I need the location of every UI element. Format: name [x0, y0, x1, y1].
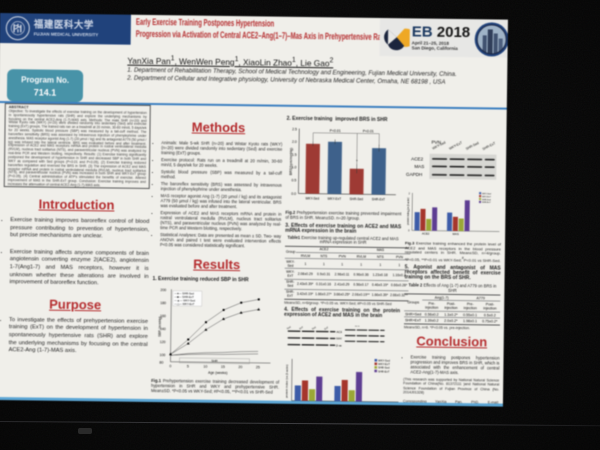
svg-text:0.0: 0.0	[291, 192, 296, 196]
svg-text:20: 20	[238, 365, 242, 369]
svg-text:MAS: MAS	[414, 164, 424, 169]
svg-text:P<0.01: P<0.01	[363, 129, 374, 133]
svg-text:2.5: 2.5	[292, 127, 297, 131]
svg-text:MAS: MAS	[452, 232, 458, 236]
svg-text:ExT: ExT	[324, 327, 329, 331]
svg-text:ACE2: ACE2	[422, 232, 430, 236]
svg-text:NTS: NTS	[355, 326, 360, 328]
svg-text:SHR-ExT: SHR-ExT	[482, 141, 496, 151]
svg-text:MAS: MAS	[341, 403, 349, 406]
svg-text:200: 200	[160, 288, 166, 292]
svg-text:2.0: 2.0	[292, 140, 297, 144]
svg-text:SBP (mmHg): SBP (mmHg)	[158, 316, 162, 337]
svg-text:ACE2: ACE2	[304, 403, 313, 407]
svg-text:WKY-ExT: WKY-ExT	[378, 362, 390, 366]
svg-text:180: 180	[160, 301, 166, 305]
svg-text:0: 0	[408, 230, 410, 232]
svg-text:WKY-Sed: WKY-Sed	[482, 193, 492, 195]
svg-text:0: 0	[169, 364, 171, 368]
svg-text:Age (weeks): Age (weeks)	[208, 371, 228, 375]
svg-text:SHR-ExT: SHR-ExT	[482, 202, 492, 204]
svg-text:protein index (vs β-actin): protein index (vs β-actin)	[285, 365, 289, 398]
svg-text:SHR-Sed: SHR-Sed	[482, 199, 492, 201]
svg-text:BRS(bpm/mmHg): BRS(bpm/mmHg)	[289, 148, 293, 175]
svg-text:SHR: SHR	[211, 359, 218, 363]
svg-text:25: 25	[256, 365, 260, 369]
svg-text:ExT: ExT	[299, 327, 304, 331]
svg-text:SHR-ExT: SHR-ExT	[378, 369, 390, 373]
svg-text:ACE2: ACE2	[411, 156, 424, 161]
svg-text:SHR-Sed: SHR-Sed	[465, 141, 479, 151]
svg-text:SHR-Sed: SHR-Sed	[350, 197, 364, 201]
svg-text:80: 80	[159, 361, 163, 365]
svg-text:SHR-Sed: SHR-Sed	[378, 366, 390, 370]
svg-text:15: 15	[221, 365, 225, 369]
svg-text:10: 10	[203, 365, 207, 369]
svg-text:120: 120	[160, 340, 166, 344]
svg-text:SHR-ExT: SHR-ExT	[372, 197, 386, 201]
svg-text:WKY-ExT: WKY-ExT	[327, 197, 341, 201]
svg-text:5: 5	[187, 364, 189, 368]
svg-text:1: 1	[408, 210, 410, 212]
svg-text:*: *	[356, 158, 358, 163]
svg-text:P<0.01: P<0.01	[330, 129, 341, 133]
svg-text:Sed: Sed	[287, 326, 292, 330]
svg-text:2: 2	[409, 194, 411, 196]
svg-text:WKY-Sed: WKY-Sed	[305, 196, 319, 200]
svg-text:WKY-Sed: WKY-Sed	[378, 359, 390, 363]
svg-text:100: 100	[160, 353, 166, 357]
svg-text:WKY-ExT: WKY-ExT	[448, 141, 463, 151]
svg-text:0.5: 0.5	[291, 178, 296, 182]
svg-text:WKY-ExT: WKY-ExT	[482, 196, 492, 198]
svg-text:GAPDH: GAPDH	[406, 172, 422, 177]
svg-text:Sed: Sed	[312, 327, 317, 331]
